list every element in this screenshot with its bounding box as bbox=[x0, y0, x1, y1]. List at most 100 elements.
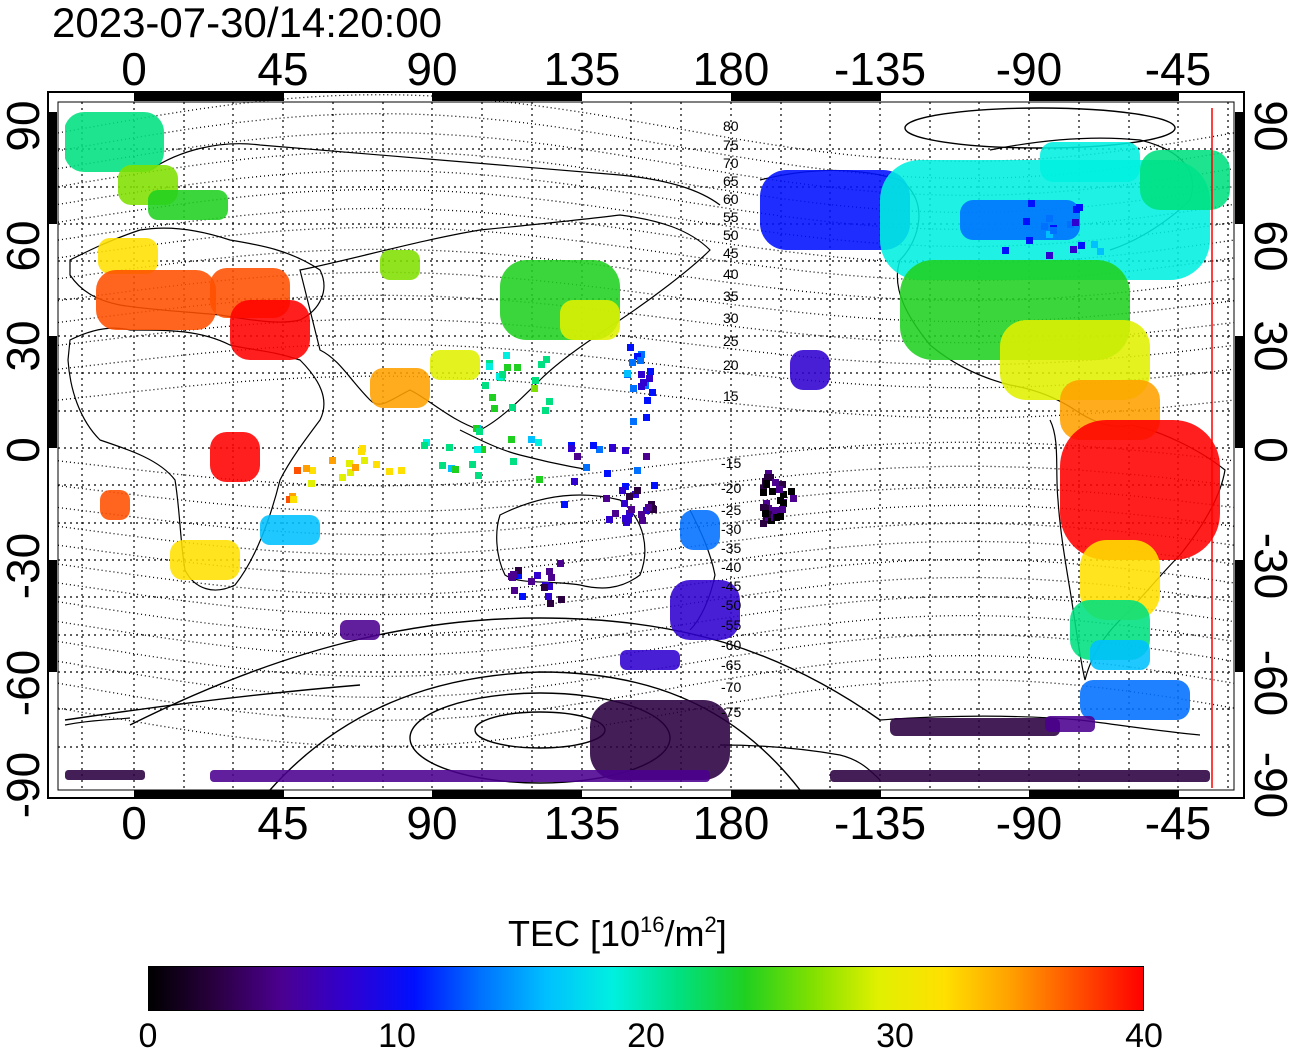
top-lon-tick: -45 bbox=[1144, 43, 1212, 95]
tec-cell bbox=[779, 506, 786, 513]
tec-cell bbox=[644, 397, 651, 404]
tec-cell bbox=[760, 170, 910, 250]
tec-cell bbox=[361, 457, 368, 464]
tec-cell bbox=[439, 462, 446, 469]
tec-cell bbox=[1072, 219, 1079, 226]
tec-cell bbox=[1002, 247, 1009, 254]
tec-cell bbox=[760, 520, 767, 527]
mag-lat-label: -70 bbox=[721, 679, 741, 695]
mag-lat-label: -15 bbox=[721, 455, 741, 471]
tec-cell bbox=[760, 489, 767, 496]
tec-cell bbox=[627, 344, 634, 351]
tec-cell bbox=[557, 560, 564, 567]
tec-cell bbox=[504, 364, 511, 371]
tec-cell bbox=[596, 446, 603, 453]
tec-cell bbox=[639, 517, 646, 524]
tec-cell bbox=[1067, 221, 1074, 228]
tec-cell bbox=[1028, 200, 1035, 207]
tec-cell bbox=[619, 487, 626, 494]
mag-lat-label: -55 bbox=[721, 617, 741, 633]
mag-lat-contour bbox=[57, 540, 1235, 596]
tec-cell bbox=[370, 368, 430, 408]
tec-cell bbox=[1080, 680, 1190, 720]
tec-cell bbox=[528, 578, 535, 585]
tec-cell bbox=[303, 465, 310, 472]
tec-cell bbox=[448, 465, 455, 472]
mag-lat-label: 40 bbox=[723, 266, 739, 282]
tec-cell bbox=[1046, 215, 1053, 222]
tec-cell bbox=[294, 467, 301, 474]
tec-cell bbox=[790, 495, 797, 502]
tec-cell bbox=[65, 112, 164, 172]
tec-cell bbox=[510, 571, 517, 578]
tec-cell bbox=[788, 488, 795, 495]
tec-data-cells bbox=[65, 112, 1230, 782]
tec-cell bbox=[352, 464, 359, 471]
tec-cell bbox=[622, 447, 629, 454]
tec-cell bbox=[339, 474, 346, 481]
tec-cell bbox=[329, 457, 336, 464]
tec-cell bbox=[511, 587, 518, 594]
tec-cell bbox=[510, 458, 517, 465]
tec-cell bbox=[503, 352, 510, 359]
tec-cell bbox=[560, 300, 620, 340]
tec-cell bbox=[347, 469, 354, 476]
tec-cell bbox=[260, 515, 320, 545]
tec-cell bbox=[1023, 218, 1030, 225]
tec-cell bbox=[346, 460, 353, 467]
tec-cell bbox=[1026, 237, 1033, 244]
tec-cell bbox=[541, 584, 548, 591]
tec-cell bbox=[604, 470, 611, 477]
mag-lat-contour bbox=[57, 375, 1235, 419]
top-lon-tick: 180 bbox=[692, 43, 770, 95]
tec-cell bbox=[528, 436, 535, 443]
tec-cell bbox=[638, 383, 645, 390]
tec-cell bbox=[380, 250, 420, 280]
tec-cell bbox=[622, 483, 629, 490]
bottom-lon-tick: 135 bbox=[543, 797, 621, 849]
tec-cell bbox=[643, 453, 650, 460]
tec-cell bbox=[515, 567, 522, 574]
tec-cell bbox=[568, 445, 575, 452]
top-lon-tick: -135 bbox=[833, 43, 927, 95]
mag-lat-contour bbox=[57, 131, 1235, 197]
tec-cell bbox=[536, 476, 543, 483]
tec-cell bbox=[780, 500, 787, 507]
tec-cell bbox=[763, 500, 770, 507]
tec-cell bbox=[609, 445, 616, 452]
tec-cell bbox=[1078, 242, 1085, 249]
mag-lat-label: 75 bbox=[723, 137, 739, 153]
tec-cell bbox=[650, 506, 657, 513]
mag-lat-label: -75 bbox=[721, 704, 741, 720]
tec-cell bbox=[398, 467, 405, 474]
tec-cell bbox=[626, 493, 633, 500]
tec-cell bbox=[773, 514, 780, 521]
tec-cell bbox=[583, 464, 590, 471]
tec-cell bbox=[65, 770, 145, 780]
timestamp-title: 2023-07-30/14:20:00 bbox=[52, 0, 442, 46]
bottom-lon-tick: -45 bbox=[1144, 797, 1212, 849]
tec-cell bbox=[621, 500, 628, 507]
tec-cell bbox=[469, 461, 476, 468]
mag-lat-label: 70 bbox=[723, 155, 739, 171]
tec-cell bbox=[638, 351, 645, 358]
tec-cell bbox=[543, 356, 550, 363]
tec-cell bbox=[96, 270, 216, 330]
tec-cell bbox=[340, 620, 380, 640]
tec-cell bbox=[637, 357, 644, 364]
bottom-lon-tick: -90 bbox=[995, 797, 1063, 849]
mag-lat-label: 35 bbox=[723, 288, 739, 304]
tec-cell bbox=[590, 442, 597, 449]
mag-lat-label: -65 bbox=[721, 657, 741, 673]
tec-cell bbox=[358, 448, 365, 455]
mag-lat-contour bbox=[57, 655, 1235, 721]
tec-cell bbox=[606, 516, 613, 523]
tec-cell bbox=[890, 718, 1060, 736]
tec-cell bbox=[629, 359, 636, 366]
tec-cell bbox=[1040, 142, 1140, 182]
mag-lat-label: -50 bbox=[721, 597, 741, 613]
tec-cell bbox=[474, 446, 481, 453]
colorbar-tick: 30 bbox=[876, 1017, 914, 1055]
tec-cell bbox=[98, 238, 158, 274]
tec-cell bbox=[603, 495, 610, 502]
